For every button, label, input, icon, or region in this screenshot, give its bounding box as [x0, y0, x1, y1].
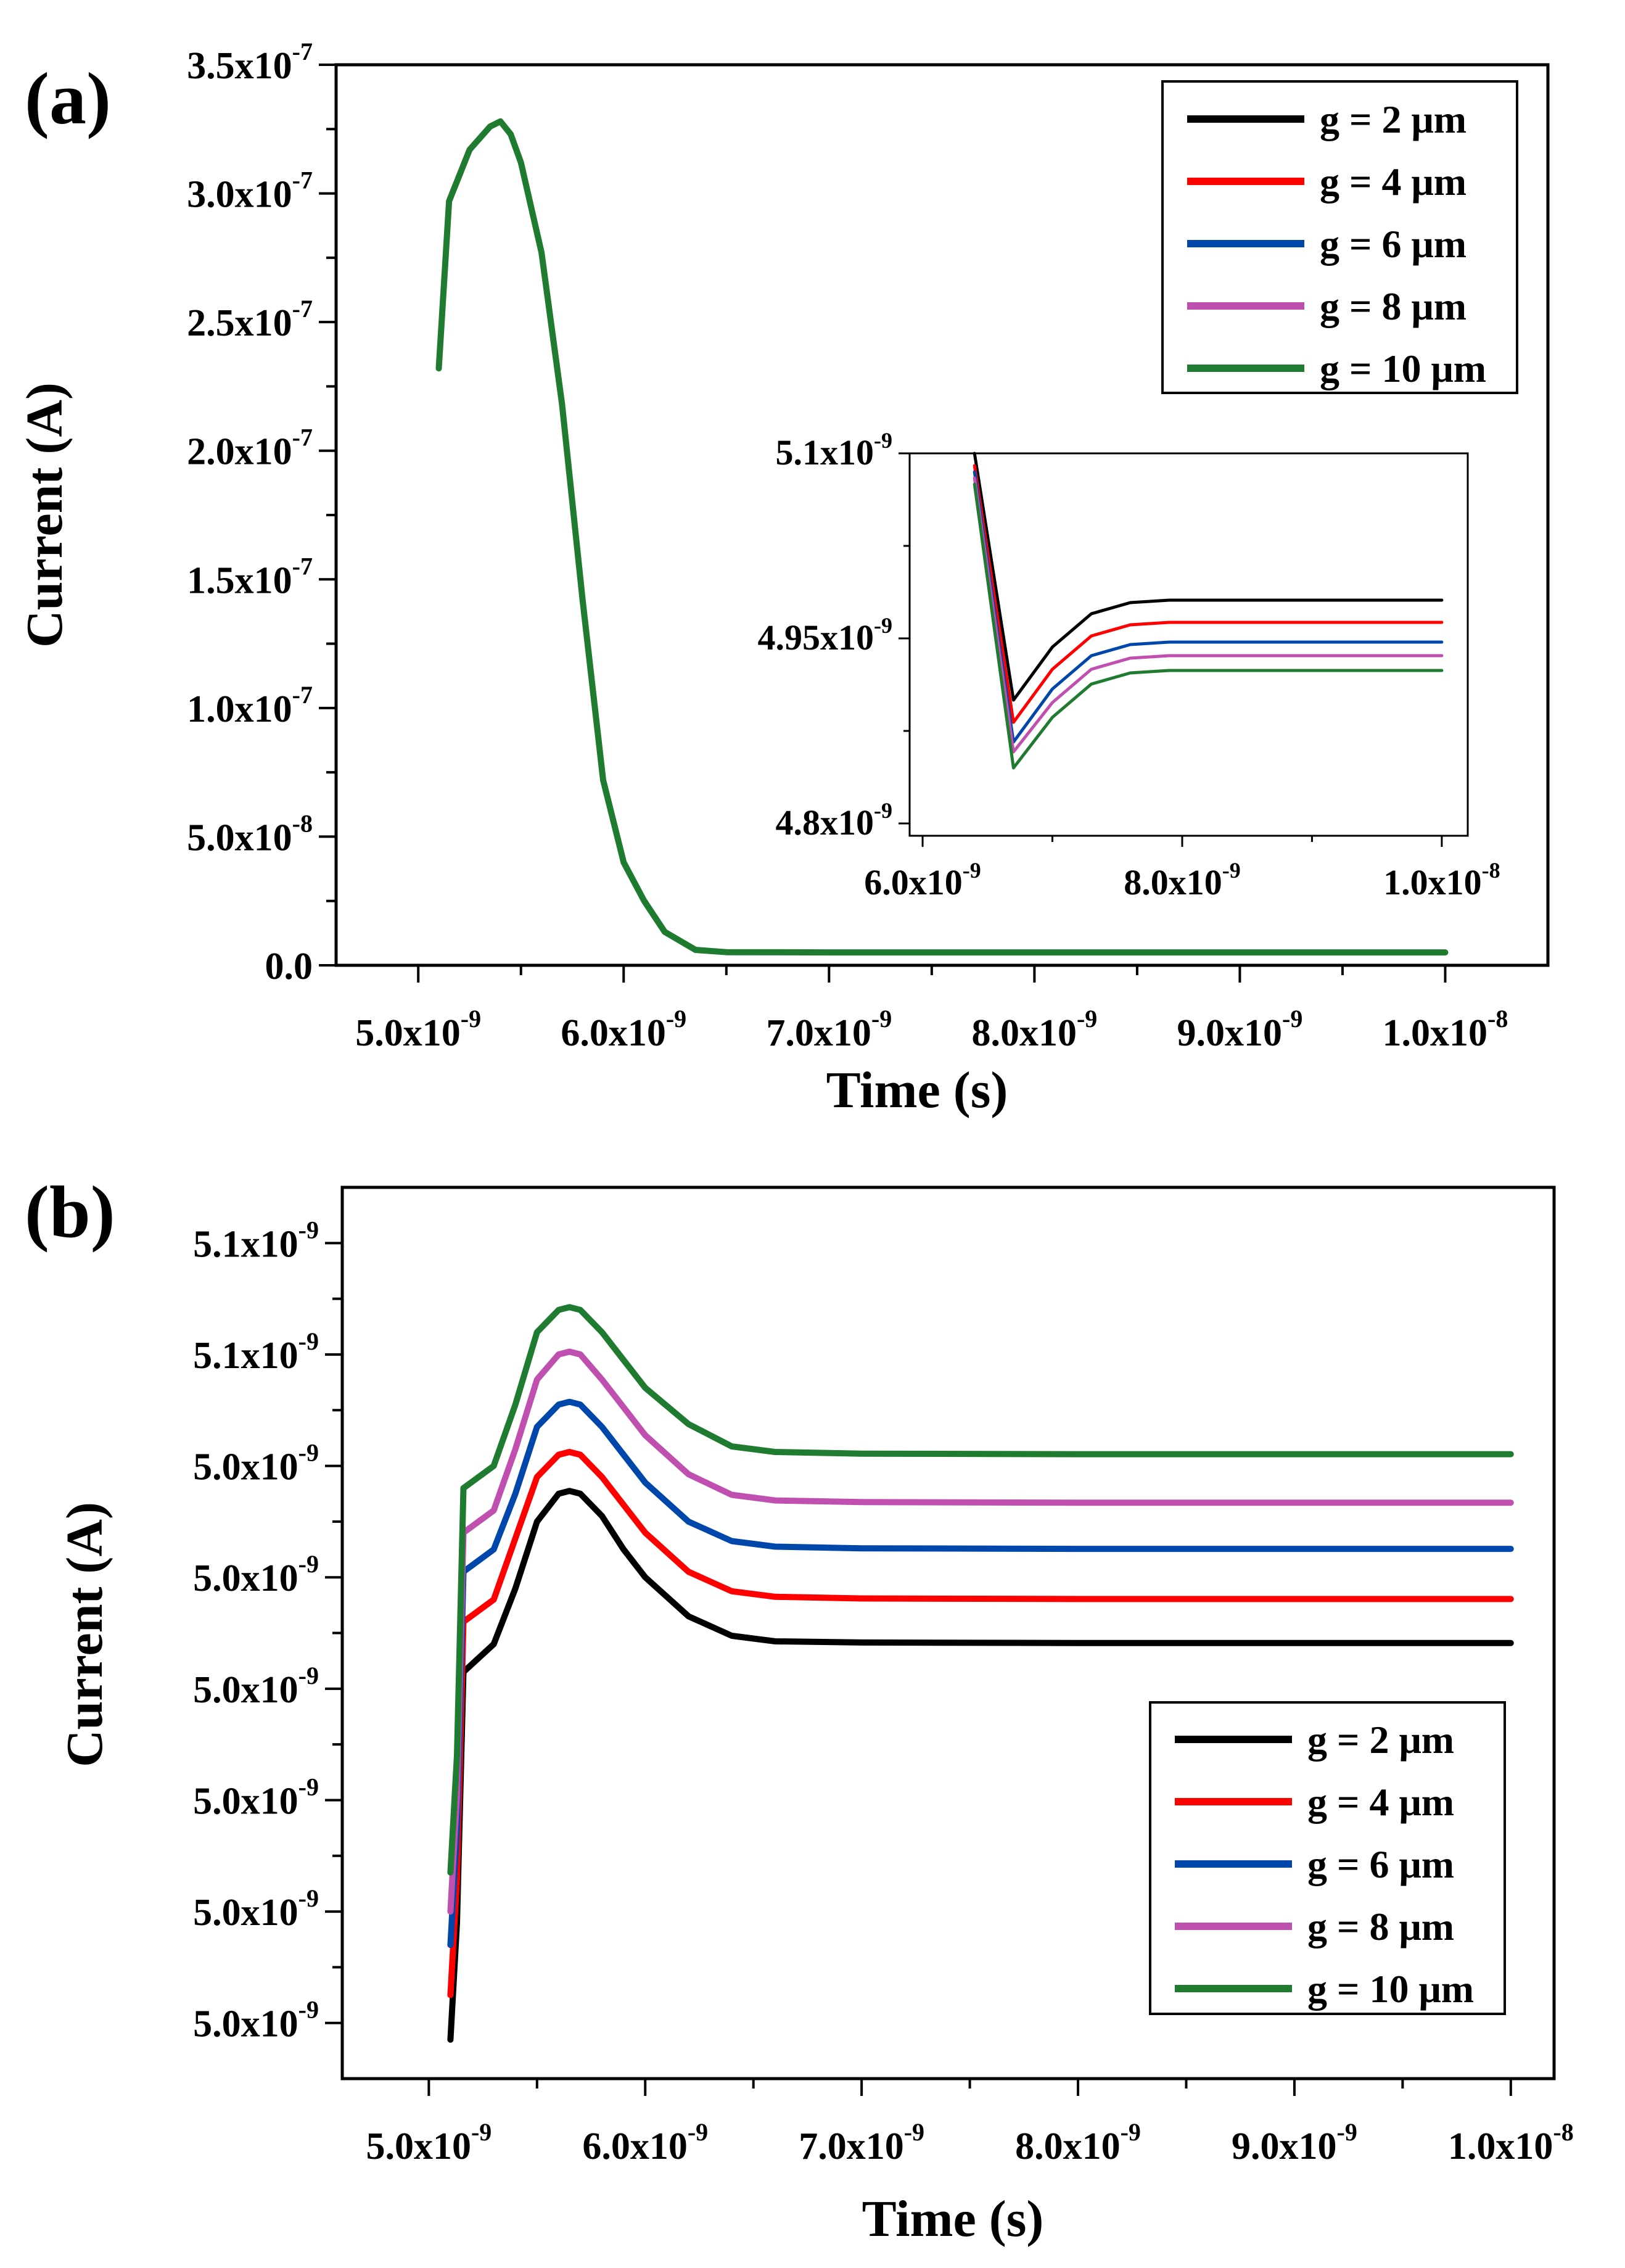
inset-x-tick-label: 1.0x10-8	[1383, 858, 1500, 902]
panel-a-x-tick-label: 9.0x10-9	[1177, 1005, 1303, 1054]
inset-series	[973, 452, 1444, 770]
panel-b-legend-label-g10: g = 10 μm	[1307, 1967, 1474, 2011]
panel-b-legend-frame	[1149, 1701, 1506, 2015]
inset-x-tick-label: 6.0x10-9	[864, 858, 981, 902]
panel-b-x-tick-label: 1.0x10-8	[1448, 2118, 1574, 2167]
panel-b-y-tick-label: 5.1x10-9	[193, 1327, 319, 1377]
panel-a-x-axis-title: Time (s)	[826, 1062, 1008, 1119]
inset-y-tick-label: 4.8x10-9	[776, 798, 893, 843]
panel-b-series-g8	[447, 1348, 1514, 1915]
panel-b-x-tick-label: 8.0x10-9	[1015, 2118, 1141, 2167]
inset-series-g4	[973, 464, 1444, 724]
panel-b-ticks: 5.0x10-9 6.0x10-9 7.0x10-9 8.0x10-9 9.0x10-9…	[193, 1216, 1574, 2167]
panel-b-legend-label-g4: g = 4 μm	[1307, 1780, 1454, 1824]
panel-a-y-tick-label: 1.0x10-7	[187, 681, 313, 730]
panel-a-inset: 6.0x10-9 8.0x10-9 1.0x10-8 4.8x10-9 4.95x10-…	[758, 428, 1500, 902]
inset-series-g2	[973, 452, 1444, 702]
panel-b-y-tick-label: 5.0x10-9	[193, 1662, 319, 1711]
panel-a-y-tick-label: 5.0x10-8	[187, 809, 313, 859]
panel-a-y-tick-label: 2.5x10-7	[187, 295, 313, 344]
panel-a-legend-label-g4: g = 4 μm	[1320, 160, 1467, 204]
panel-b-legend-label-g8: g = 8 μm	[1307, 1905, 1454, 1948]
inset-x-tick-label: 8.0x10-9	[1124, 858, 1240, 902]
panel-a-ticks: 5.0x10-9 6.0x10-9 7.0x10-9 8.0x10-9 9.0x10-9…	[187, 38, 1508, 1054]
panel-a-legend: g = 2 μm g = 4 μm g = 6 μm g = 8 μm g = 10 μ…	[1161, 80, 1518, 394]
panel-b-legend-label-g6: g = 6 μm	[1307, 1842, 1454, 1886]
panel-a-y-tick-label: 0.0	[265, 946, 313, 988]
panel-b-x-tick-label: 7.0x10-9	[799, 2118, 924, 2167]
panel-b-y-tick-label: 5.1x10-9	[193, 1216, 319, 1265]
panel-a-x-tick-label: 7.0x10-9	[766, 1005, 892, 1054]
panel-a-y-axis-title: Current (A)	[16, 382, 73, 648]
panel-a-y-tick-label: 1.5x10-7	[187, 552, 313, 601]
panel-a-legend-label-g6: g = 6 μm	[1320, 222, 1467, 266]
panel-b-legend: g = 2 μm g = 4 μm g = 6 μm g = 8 μm g = 10 μ…	[1149, 1701, 1506, 2015]
inset-y-tick-label: 5.1x10-9	[776, 428, 893, 472]
panel-b-x-tick-label: 6.0x10-9	[582, 2118, 708, 2167]
panel-a-y-tick-label: 2.0x10-7	[187, 424, 313, 473]
panel-a-y-tick-label: 3.5x10-7	[187, 38, 313, 87]
panel-a-series	[435, 118, 1449, 956]
inset-series-g10	[973, 482, 1444, 770]
panel-a-legend-frame	[1161, 80, 1518, 394]
panel-b-y-axis-title: Current (A)	[56, 1502, 113, 1767]
panel-a: (a) 5.0x10-9 6.0x10-9 7.0x10-9 8.0x10-9 9.0x…	[16, 38, 1550, 1119]
panel-b-series-g4	[447, 1449, 1514, 1998]
panel-b-series	[447, 1304, 1514, 2043]
panel-b-series-g2	[447, 1488, 1514, 2043]
panel-a-x-tick-label: 6.0x10-9	[561, 1005, 686, 1054]
panel-a-series-g10	[435, 118, 1449, 956]
panel-a-x-tick-label: 8.0x10-9	[971, 1005, 1097, 1054]
panel-b-y-tick-label: 5.0x10-9	[193, 1439, 319, 1488]
panel-a-x-tick-label: 5.0x10-9	[355, 1005, 481, 1054]
panel-b-label: (b)	[25, 1171, 115, 1253]
panel-b-y-tick-label: 5.0x10-9	[193, 1550, 319, 1599]
inset-ticks: 6.0x10-9 8.0x10-9 1.0x10-8 4.8x10-9 4.95x10-…	[758, 428, 1500, 902]
panel-b-y-tick-label: 5.0x10-9	[193, 1996, 319, 2045]
panel-a-x-tick-label: 1.0x10-8	[1383, 1005, 1508, 1054]
panel-a-legend-label-g10: g = 10 μm	[1320, 347, 1486, 390]
panel-b: (b) 5.0x10-9 6.0x10-9 7.0x10-9 8.0x10-9 9.0x…	[25, 1171, 1574, 2248]
panel-b-y-tick-label: 5.0x10-9	[193, 1773, 319, 1822]
panel-b-legend-label-g2: g = 2 μm	[1307, 1718, 1454, 1762]
panel-b-series-g6	[447, 1398, 1514, 1948]
panel-a-legend-label-g8: g = 8 μm	[1320, 284, 1467, 328]
panel-b-x-tick-label: 5.0x10-9	[366, 2118, 492, 2167]
panel-b-x-tick-label: 9.0x10-9	[1232, 2118, 1357, 2167]
panel-a-legend-label-g2: g = 2 μm	[1320, 97, 1467, 141]
inset-plot-frame	[908, 452, 1469, 837]
panel-b-x-axis-title: Time (s)	[862, 2190, 1044, 2248]
panel-a-label: (a)	[25, 57, 111, 139]
inset-y-tick-label: 4.95x10-9	[758, 613, 893, 658]
panel-a-y-tick-label: 3.0x10-7	[187, 167, 313, 216]
inset-series-g6	[973, 470, 1444, 744]
inset-series-g8	[973, 476, 1444, 754]
panel-b-series-g10	[447, 1304, 1514, 1876]
panel-b-y-tick-label: 5.0x10-9	[193, 1884, 319, 1934]
